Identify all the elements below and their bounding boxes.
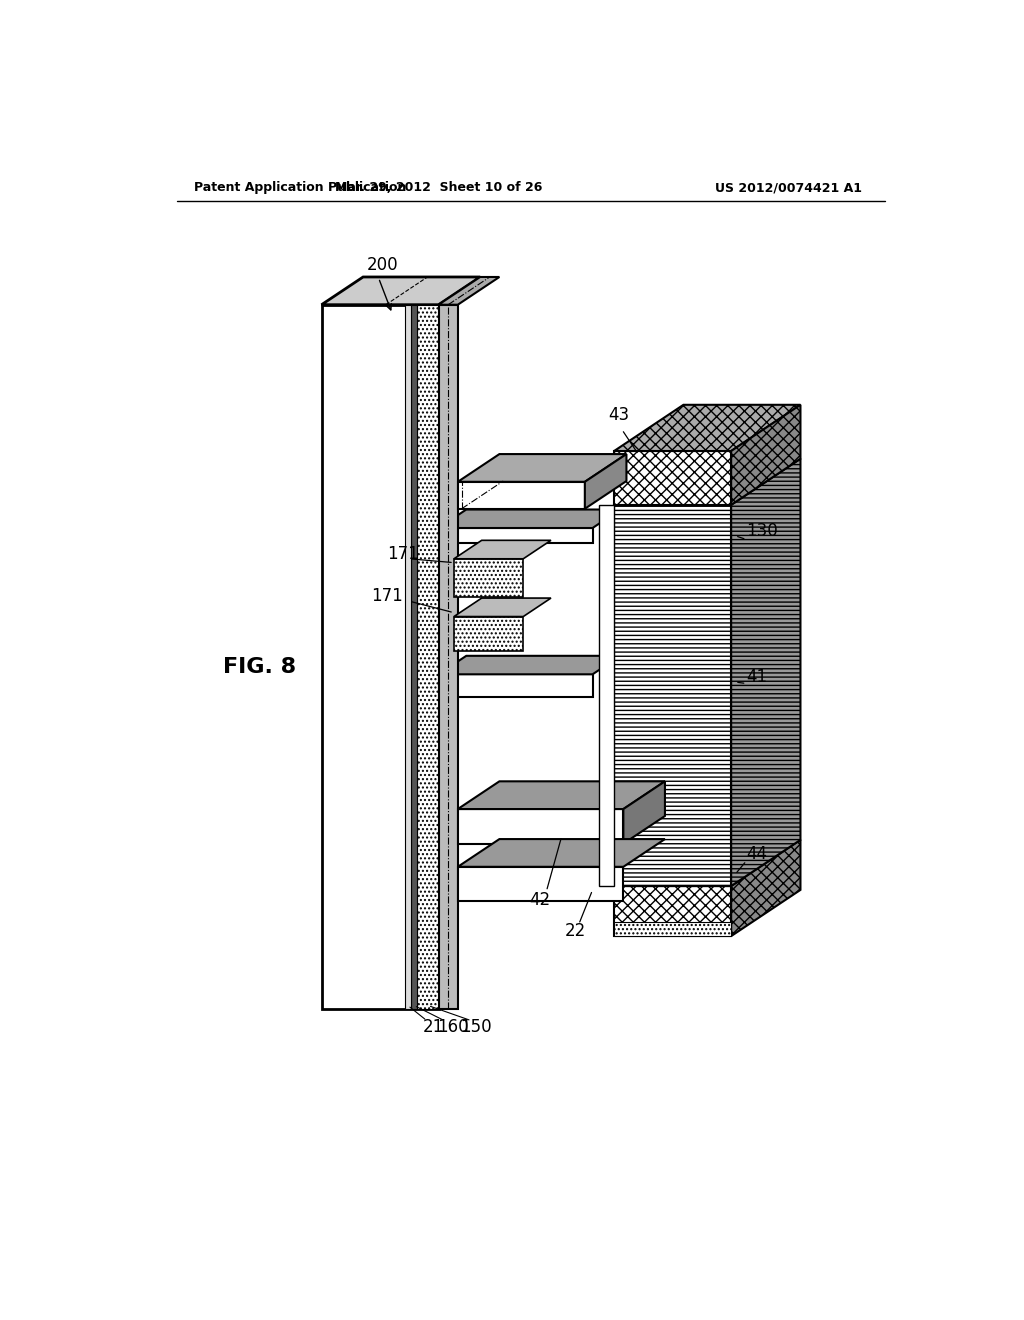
Text: 42: 42 xyxy=(529,891,551,909)
Polygon shape xyxy=(458,840,665,867)
Text: FIG. 8: FIG. 8 xyxy=(223,656,297,677)
Text: 150: 150 xyxy=(460,1018,492,1036)
Text: 22: 22 xyxy=(565,923,586,940)
Text: 130: 130 xyxy=(746,521,778,540)
Polygon shape xyxy=(731,840,801,936)
Text: 200: 200 xyxy=(367,256,398,275)
Polygon shape xyxy=(458,454,627,482)
Polygon shape xyxy=(438,305,458,1010)
Polygon shape xyxy=(454,616,523,651)
Polygon shape xyxy=(614,451,731,506)
Polygon shape xyxy=(614,840,801,886)
Text: 160: 160 xyxy=(437,1018,469,1036)
Polygon shape xyxy=(458,697,600,809)
Polygon shape xyxy=(731,405,801,506)
Polygon shape xyxy=(454,558,523,598)
Polygon shape xyxy=(458,781,665,809)
Polygon shape xyxy=(458,843,600,867)
Text: 41: 41 xyxy=(746,668,768,686)
Polygon shape xyxy=(599,506,614,886)
Polygon shape xyxy=(458,482,585,508)
Text: Mar. 29, 2012  Sheet 10 of 26: Mar. 29, 2012 Sheet 10 of 26 xyxy=(335,181,543,194)
Polygon shape xyxy=(454,540,551,558)
Polygon shape xyxy=(411,305,417,1010)
Polygon shape xyxy=(438,656,621,675)
Text: 171: 171 xyxy=(387,545,419,562)
Polygon shape xyxy=(614,506,731,886)
Text: 43: 43 xyxy=(608,407,629,424)
Polygon shape xyxy=(438,675,593,697)
Polygon shape xyxy=(322,277,480,305)
Polygon shape xyxy=(438,277,500,305)
Polygon shape xyxy=(438,510,621,528)
Polygon shape xyxy=(417,305,438,1010)
Text: 171: 171 xyxy=(372,587,403,605)
Text: 21: 21 xyxy=(423,1018,444,1036)
Polygon shape xyxy=(585,454,627,508)
Polygon shape xyxy=(731,459,801,886)
Polygon shape xyxy=(322,305,438,1010)
Polygon shape xyxy=(458,867,624,902)
Polygon shape xyxy=(458,508,600,528)
Polygon shape xyxy=(438,528,593,544)
Polygon shape xyxy=(624,781,665,843)
Text: Patent Application Publication: Patent Application Publication xyxy=(194,181,407,194)
Polygon shape xyxy=(458,809,624,843)
Polygon shape xyxy=(614,923,731,936)
Text: US 2012/0074421 A1: US 2012/0074421 A1 xyxy=(715,181,862,194)
Polygon shape xyxy=(614,886,731,936)
Polygon shape xyxy=(404,305,411,1010)
Text: 44: 44 xyxy=(746,845,768,863)
Polygon shape xyxy=(614,405,801,451)
Polygon shape xyxy=(454,598,551,616)
